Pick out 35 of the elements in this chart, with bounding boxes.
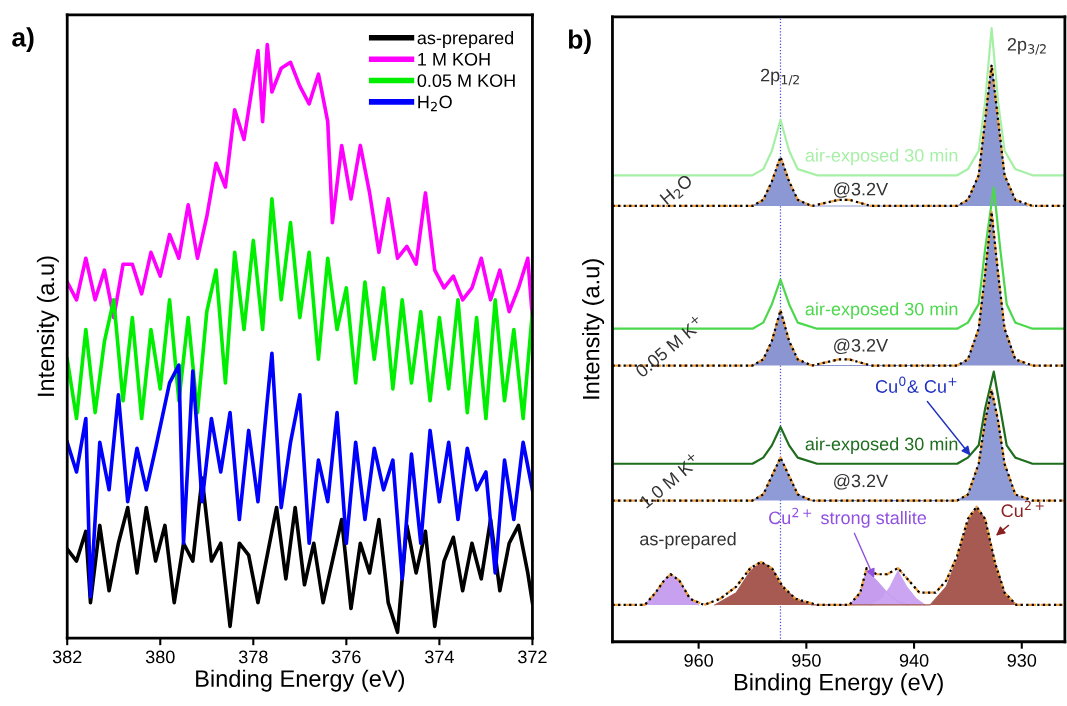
annotation: @3.2V bbox=[834, 182, 889, 198]
annotation: air-exposed 30 min bbox=[805, 437, 958, 454]
x-tick-label: 378 bbox=[238, 650, 268, 664]
annotation: air-exposed 30 min bbox=[805, 148, 958, 166]
chart-title: b) bbox=[568, 29, 591, 55]
legend-label: H$_{2}$O bbox=[418, 95, 452, 112]
annotation: 1.0 M K$^{+}$ bbox=[637, 452, 702, 509]
x-tick-label: 940 bbox=[899, 654, 929, 667]
annotation: Cu$^{0}$& Cu$^{+}$ bbox=[875, 376, 957, 393]
annotation: Cu$^{2+}$ strong stallite bbox=[769, 507, 927, 528]
legend-label: 0.05 M KOH bbox=[417, 74, 515, 88]
chart-title: a) bbox=[12, 27, 34, 52]
annotation: @3.2V bbox=[834, 338, 889, 355]
annotation: H$_{2}$O bbox=[659, 173, 696, 208]
annotation: 2p$_{1/2}$ bbox=[761, 68, 799, 86]
annotation: Cu$^{2+}$ bbox=[1001, 500, 1044, 518]
legend-label: as-prepared bbox=[417, 31, 514, 48]
x-tick-label: 376 bbox=[331, 650, 361, 664]
annotation: @3.2V bbox=[834, 474, 889, 490]
annotation: air-exposed 30 min bbox=[805, 302, 958, 320]
x-tick-label: 374 bbox=[425, 650, 454, 664]
x-tick-label: 380 bbox=[145, 650, 175, 664]
x-tick-label: 372 bbox=[518, 650, 547, 664]
annotation: 0.05 M K$^{+}$ bbox=[633, 314, 705, 379]
x-tick-label: 930 bbox=[1007, 654, 1037, 667]
x-axis-title: Binding Energy (eV) bbox=[196, 669, 405, 692]
y-axis-title: Intensity (a.u) bbox=[36, 256, 59, 396]
y-axis-title: Intensity (a.u) bbox=[582, 259, 605, 399]
annotation: 2p$_{3/2}$ bbox=[1007, 37, 1046, 55]
x-tick-label: 382 bbox=[52, 650, 82, 664]
x-axis-title: Binding Energy (eV) bbox=[734, 673, 943, 696]
x-tick-label: 950 bbox=[792, 654, 821, 667]
legend-label: 1 M KOH bbox=[418, 52, 490, 66]
x-tick-label: 960 bbox=[684, 654, 713, 667]
annotation: as-prepared bbox=[640, 532, 736, 549]
